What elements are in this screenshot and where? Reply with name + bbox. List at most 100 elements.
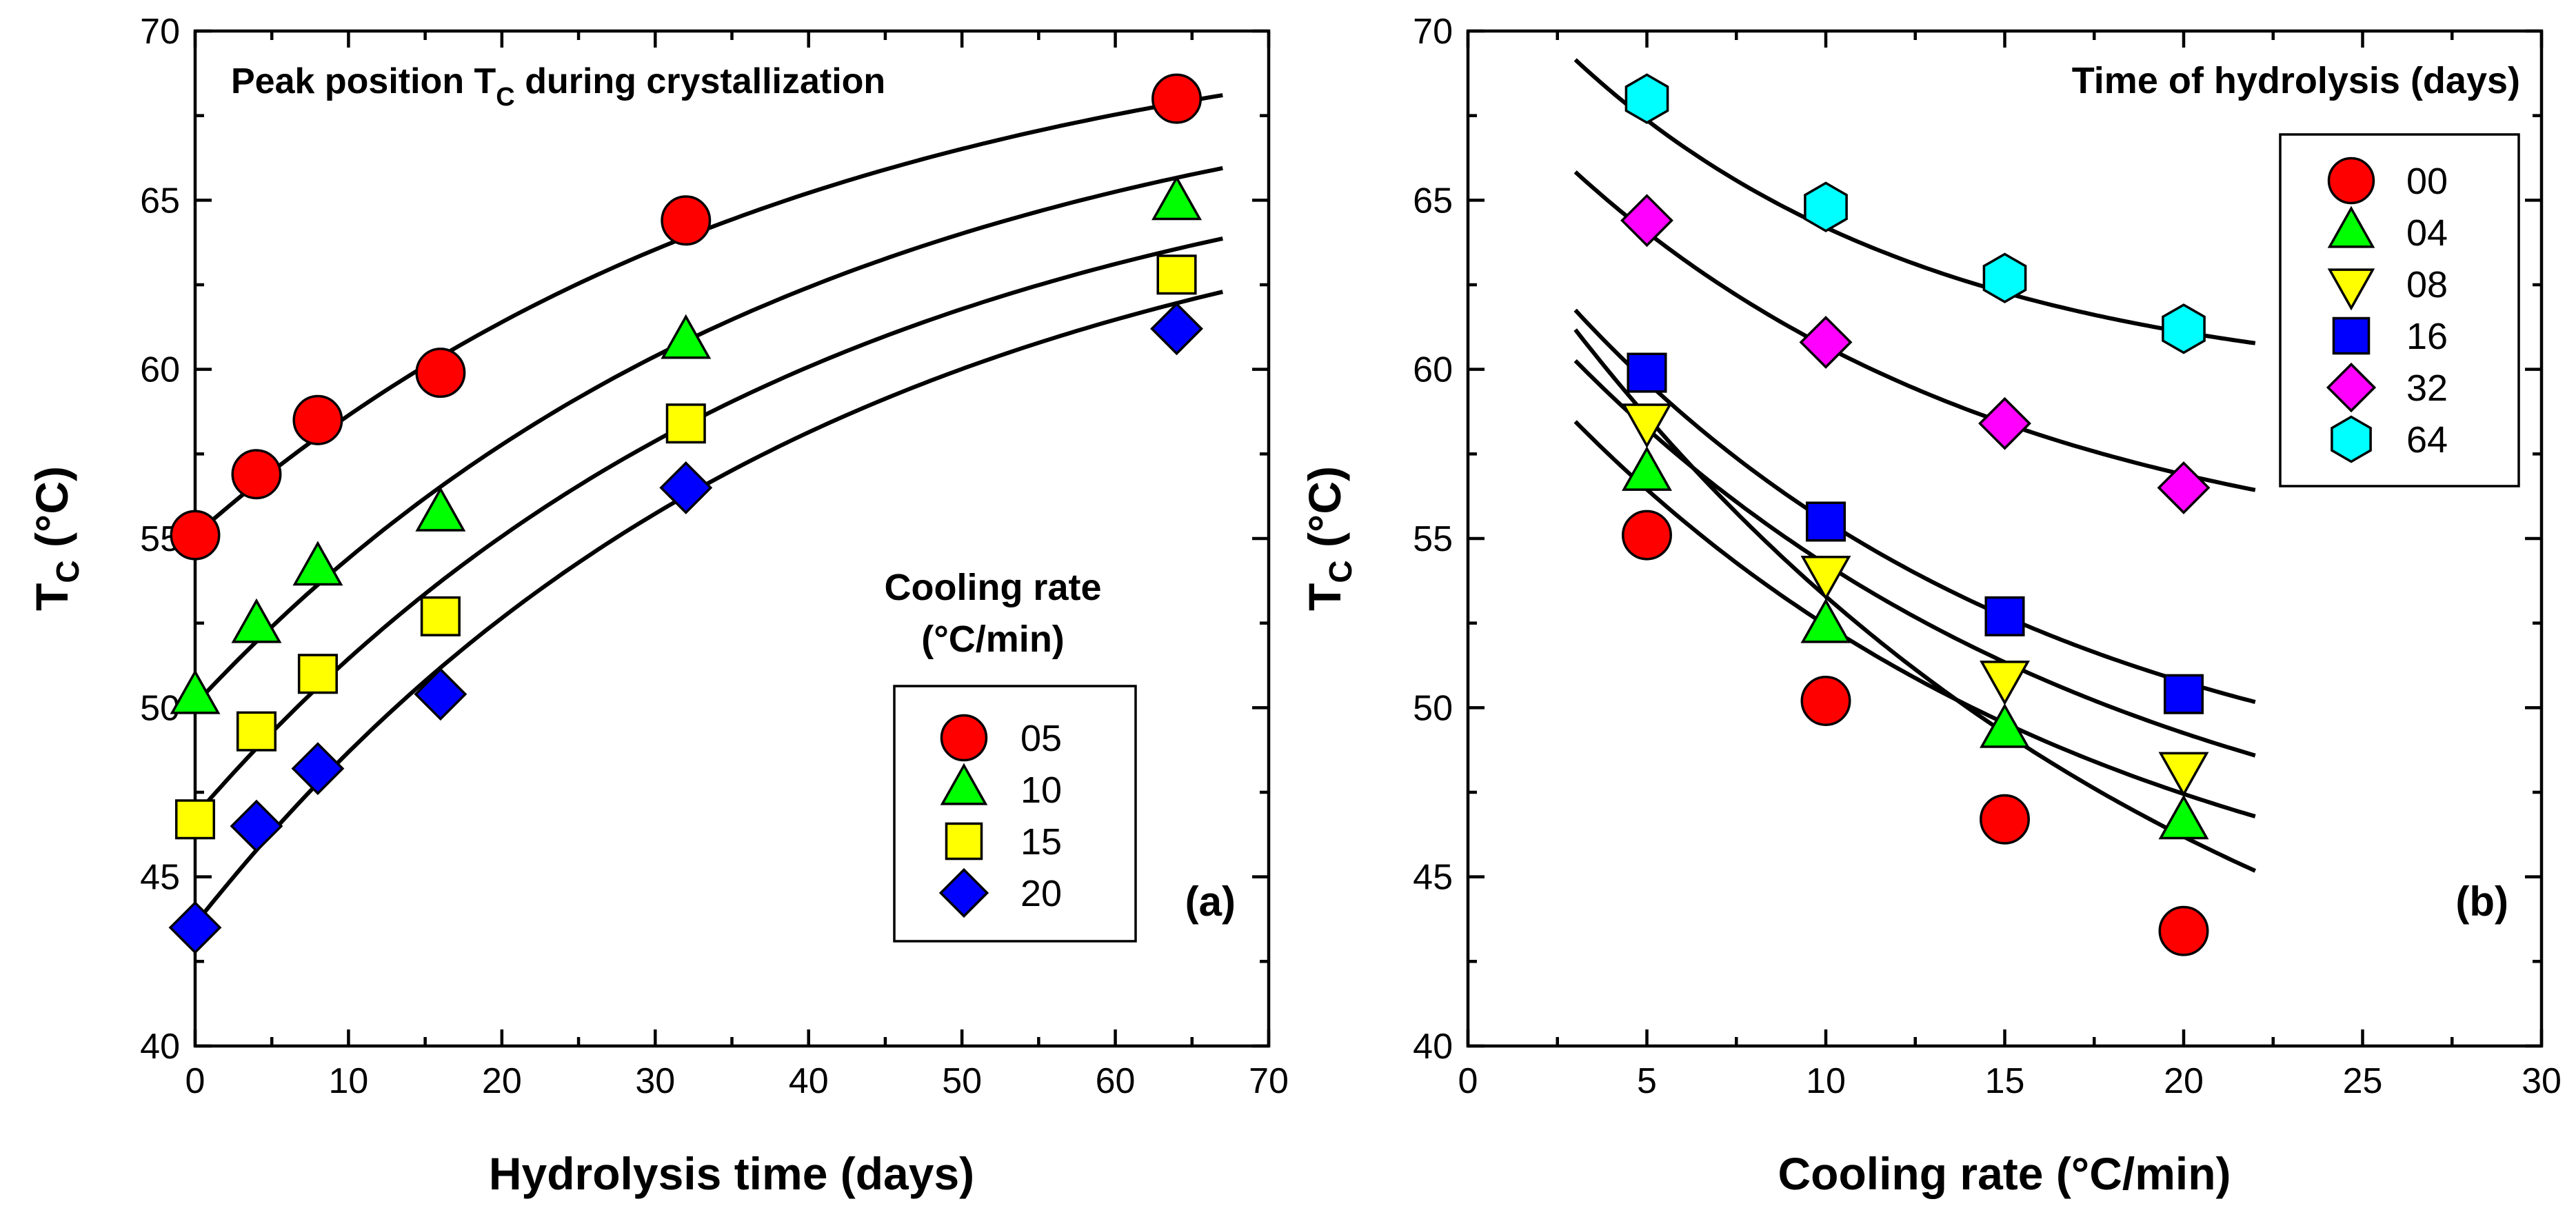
panel-b-legend-marker-00	[2327, 157, 2375, 205]
panel-a-y-tick-label: 70	[140, 12, 180, 52]
panel-b-point-08	[1622, 403, 1672, 449]
panel-b-point-00	[2158, 905, 2209, 956]
panel-b-x-tick-label: 30	[2522, 1061, 2562, 1101]
panel-b-point-16	[1805, 501, 1847, 542]
panel-b-point-64	[1624, 73, 1669, 124]
panel-a-title: Peak position TC during crystallization	[231, 61, 885, 112]
panel-a-x-tick-label: 40	[789, 1061, 829, 1101]
panel-a-legend-marker-15	[945, 822, 983, 861]
panel-a-point-10	[415, 486, 466, 532]
panel-b-legend-items: 00 04 08 16 32 64	[2326, 157, 2448, 463]
panel-b-ticks: 0 5 10 15 20 25 30 40 45 50 55 60 65 70	[1413, 12, 2562, 1101]
panel-b-fit-curve-08	[1573, 359, 2256, 758]
panel-b-point-00	[1800, 676, 1851, 726]
panel-a-y-tick-label: 60	[140, 350, 180, 390]
panel-b-x-tick-label: 10	[1806, 1061, 1846, 1101]
panel-b-legend-marker-64	[2331, 415, 2372, 463]
panel-a-legend-label-20: 20	[1020, 873, 1062, 914]
panel-a-point-05	[292, 394, 343, 445]
panel-b-cooling-rate: 0 5 10 15 20 25 30 40 45 50 55 60 65 70 (b) Cooling r…	[1299, 12, 2562, 1199]
panel-a-fit-curve-15	[193, 236, 1223, 818]
panel-b-point-04	[1622, 446, 1672, 491]
panel-b-y-tick-label: 50	[1413, 688, 1453, 728]
panel-a-legend-marker-10	[940, 763, 988, 805]
panel-a-point-05	[415, 348, 466, 399]
panel-b-point-16	[1984, 596, 2025, 636]
panel-b-point-08	[2158, 752, 2209, 797]
panel-b-x-tick-label: 25	[2343, 1061, 2383, 1101]
panel-a-point-15	[420, 596, 461, 636]
panel-a-legend-label-05: 05	[1020, 718, 1062, 759]
panel-a-point-20	[1150, 302, 1203, 356]
panel-b-point-16	[1627, 352, 1667, 393]
panel-a-x-tick-label: 0	[185, 1061, 205, 1101]
panel-a-fit-curve-10	[193, 165, 1223, 706]
panel-a-point-15	[1156, 254, 1197, 295]
panel-b-legend: 00 04 08 16 32 64	[2279, 133, 2520, 487]
panel-a-point-05	[1151, 73, 1203, 124]
panel-a-point-20	[291, 742, 345, 796]
panel-b-legend-marker-32	[2326, 362, 2377, 413]
panel-b-x-tick-label: 15	[1985, 1061, 2025, 1101]
panel-b-legend-label-16: 16	[2406, 316, 2448, 357]
panel-b-tag: (b)	[2455, 878, 2508, 925]
panel-b-x-tick-label: 5	[1637, 1061, 1657, 1101]
panel-b-legend-marker-08	[2327, 268, 2375, 311]
panel-a-point-20	[168, 901, 222, 954]
panel-a-y-tick-label: 45	[140, 858, 180, 898]
panel-b-legend-box	[2279, 133, 2520, 487]
panel-a-point-20	[659, 461, 713, 514]
panel-a-legend-title-line2: (°C/min)	[921, 618, 1065, 660]
panel-a-point-10	[1151, 175, 1203, 221]
panel-a-point-05	[170, 510, 221, 561]
panel-b-point-00	[1622, 510, 1672, 561]
panel-a-x-tick-label: 30	[635, 1061, 675, 1101]
panel-b-legend-label-00: 00	[2406, 161, 2448, 202]
panel-b-legend-label-64: 64	[2406, 419, 2448, 461]
panel-b-y-tick-label: 55	[1413, 519, 1453, 559]
panel-b-fit-curve-04	[1573, 420, 2256, 818]
panel-b-point-16	[2163, 674, 2204, 714]
panel-b-point-64	[2162, 303, 2206, 354]
panel-b-point-04	[2158, 794, 2209, 840]
panel-a-y-tick-label: 40	[140, 1027, 180, 1067]
panel-b-point-00	[1980, 794, 2030, 845]
panel-b-point-08	[1980, 661, 2030, 705]
panel-a-y-axis-label: TC (°C)	[26, 466, 85, 611]
panel-b-legend-marker-16	[2332, 316, 2371, 355]
panel-b-x-tick-label: 20	[2164, 1061, 2204, 1101]
panel-a-point-20	[230, 799, 283, 853]
panel-b-y-axis-label: TC (°C)	[1299, 466, 1358, 611]
panel-b-legend-title: Time of hydrolysis (days)	[2072, 60, 2520, 101]
panel-b-point-32	[2157, 461, 2211, 514]
panel-b-point-64	[1982, 252, 2027, 303]
panel-a-x-tick-label: 70	[1249, 1061, 1289, 1101]
panel-a-legend-label-15: 15	[1020, 821, 1062, 863]
panel-b-markers	[1620, 73, 2211, 956]
panel-b-point-08	[1800, 555, 1851, 601]
panel-a-x-tick-label: 10	[329, 1061, 369, 1101]
panel-b-legend-label-04: 04	[2406, 212, 2448, 254]
panel-a-point-20	[414, 667, 467, 721]
panel-a-point-15	[297, 654, 338, 694]
panel-a-point-05	[661, 195, 712, 246]
panel-a-legend-title-line1: Cooling rate	[884, 567, 1101, 608]
panel-a-legend-label-10: 10	[1020, 770, 1062, 811]
panel-b-point-04	[1800, 598, 1851, 643]
panel-b-y-tick-label: 65	[1413, 181, 1453, 221]
panel-a-fit-curve-05	[194, 93, 1223, 537]
panel-a-point-15	[665, 403, 706, 444]
panel-b-legend-label-32: 32	[2406, 368, 2448, 409]
panel-b-point-32	[1978, 396, 2031, 450]
panel-a-legend: 05 10 15 20	[893, 685, 1137, 943]
panel-a-x-tick-label: 50	[942, 1061, 982, 1101]
panel-b-legend-marker-04	[2327, 205, 2375, 248]
panel-a-fit-curve-20	[193, 290, 1224, 926]
panel-b-point-32	[1799, 315, 1853, 369]
panel-a-x-axis-label: Hydrolysis time (days)	[489, 1148, 974, 1199]
panel-b-point-32	[1620, 194, 1673, 248]
panel-a-x-tick-label: 20	[482, 1061, 522, 1101]
